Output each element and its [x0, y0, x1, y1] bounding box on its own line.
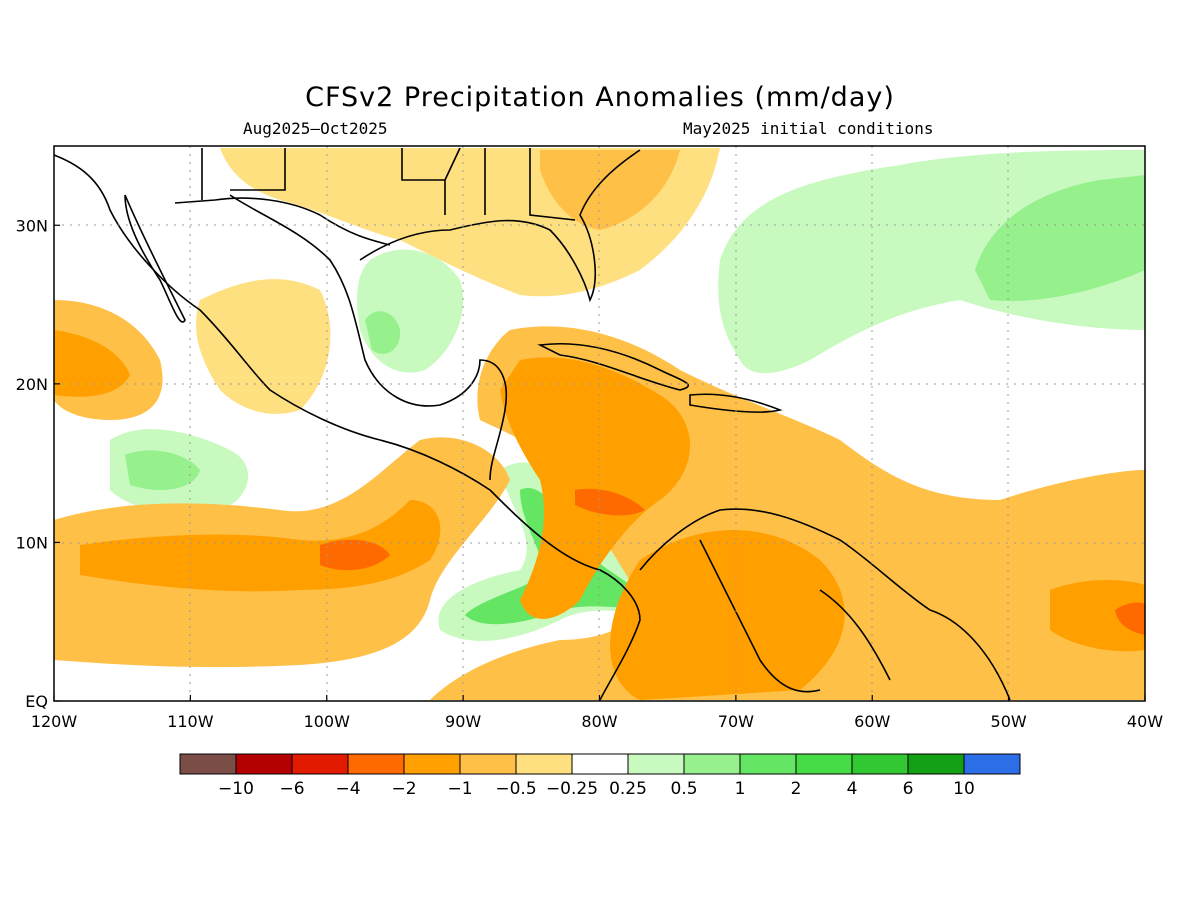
- wet-anomaly-atlantic-core: [975, 175, 1145, 301]
- lat-label: EQ: [25, 692, 48, 711]
- coastline-mexico-pacific: [54, 154, 641, 701]
- border-sa-1: [699, 539, 821, 693]
- border-states: [201, 147, 576, 221]
- coastline-cuba: [537, 342, 689, 391]
- lat-label: 30N: [16, 216, 48, 235]
- colorbar-swatch: [627, 753, 685, 775]
- colorbar-swatch: [291, 753, 349, 775]
- lon-label: 40W: [1127, 712, 1163, 731]
- coastlines: [54, 147, 1011, 701]
- dry-anomaly-usa-core: [540, 150, 680, 230]
- lon-label: 120W: [31, 712, 78, 731]
- colorbar-label: −6: [279, 779, 304, 799]
- colorbar-label: 0.5: [670, 779, 697, 799]
- lon-label: 100W: [304, 712, 351, 731]
- colorbar-swatch: [347, 753, 405, 775]
- colorbar-swatch: [683, 753, 741, 775]
- coastline-south-america: [639, 508, 1011, 701]
- colorbar-label: 1: [735, 779, 746, 799]
- colorbar-label: 0.25: [609, 779, 647, 799]
- lat-lon-grid: [54, 146, 1145, 701]
- colorbar-label: 2: [791, 779, 802, 799]
- lon-label: 80W: [581, 712, 617, 731]
- colorbar-labels: −10 −6 −4 −2 −1 −0.5 −0.25 0.25 0.5 1 2 4 6 10: [218, 779, 975, 799]
- colorbar-swatch: [179, 753, 237, 775]
- lat-label: 10N: [16, 533, 48, 552]
- latitude-labels: EQ 10N 20N 30N: [16, 216, 48, 711]
- coastline-us-gulf: [359, 149, 641, 303]
- dry-anomaly-south-america: [610, 530, 845, 700]
- border-us-mexico: [174, 197, 391, 246]
- colorbar-swatch: [851, 753, 909, 775]
- coastline-hispaniola: [689, 393, 783, 413]
- lat-label: 20N: [16, 375, 48, 394]
- lon-label: 70W: [718, 712, 754, 731]
- colorbar-swatch: [459, 753, 517, 775]
- lon-label: 60W: [854, 712, 890, 731]
- colorbar: [179, 753, 1021, 775]
- longitude-labels: 120W 110W 100W 90W 80W 70W 60W 50W 40W: [31, 712, 1163, 731]
- dry-anomaly-pacific-peak: [320, 539, 390, 571]
- colorbar-label: −1: [447, 779, 472, 799]
- wet-anomaly-east-pacific-core: [125, 450, 200, 490]
- anomaly-field: [54, 148, 1145, 700]
- wet-anomaly-gulf-core: [365, 311, 401, 354]
- dry-anomaly-atlantic-east-peak: [1115, 602, 1145, 635]
- lon-label: 110W: [167, 712, 214, 731]
- lon-label: 90W: [445, 712, 481, 731]
- coastline-gulf: [229, 194, 507, 481]
- colorbar-label: 6: [903, 779, 914, 799]
- colorbar-label: 4: [847, 779, 858, 799]
- dry-anomaly-atlantic-east-core: [1050, 580, 1145, 652]
- colorbar-swatch: [739, 753, 797, 775]
- dry-anomaly-northwest-core: [54, 330, 130, 397]
- colorbar-swatch: [963, 753, 1021, 775]
- map-title: CFSv2 Precipitation Anomalies (mm/day): [305, 82, 895, 113]
- colorbar-swatch: [907, 753, 965, 775]
- wet-anomaly-gulf: [357, 249, 464, 373]
- colorbar-label: −4: [335, 779, 360, 799]
- lon-label: 50W: [991, 712, 1027, 731]
- colorbar-label: −0.25: [546, 779, 598, 799]
- coastline-baja: [124, 194, 186, 323]
- colorbar-label: −2: [391, 779, 416, 799]
- colorbar-label: −10: [218, 779, 254, 799]
- colorbar-swatch: [515, 753, 573, 775]
- colorbar-swatch: [795, 753, 853, 775]
- dry-anomaly-mexico: [196, 279, 331, 414]
- colorbar-swatch: [403, 753, 461, 775]
- border-sa-2: [819, 589, 891, 681]
- colorbar-swatch: [235, 753, 293, 775]
- colorbar-label: −0.5: [495, 779, 536, 799]
- dry-anomaly-colombia-peak: [575, 488, 645, 516]
- colorbar-label: 10: [953, 779, 975, 799]
- dry-anomaly-caribbean-core: [500, 357, 690, 619]
- colorbar-swatch: [571, 753, 629, 775]
- axis-ticks: [53, 224, 1146, 702]
- forecast-period: Aug2025–Oct2025: [243, 119, 388, 138]
- initial-conditions: May2025 initial conditions: [683, 119, 934, 138]
